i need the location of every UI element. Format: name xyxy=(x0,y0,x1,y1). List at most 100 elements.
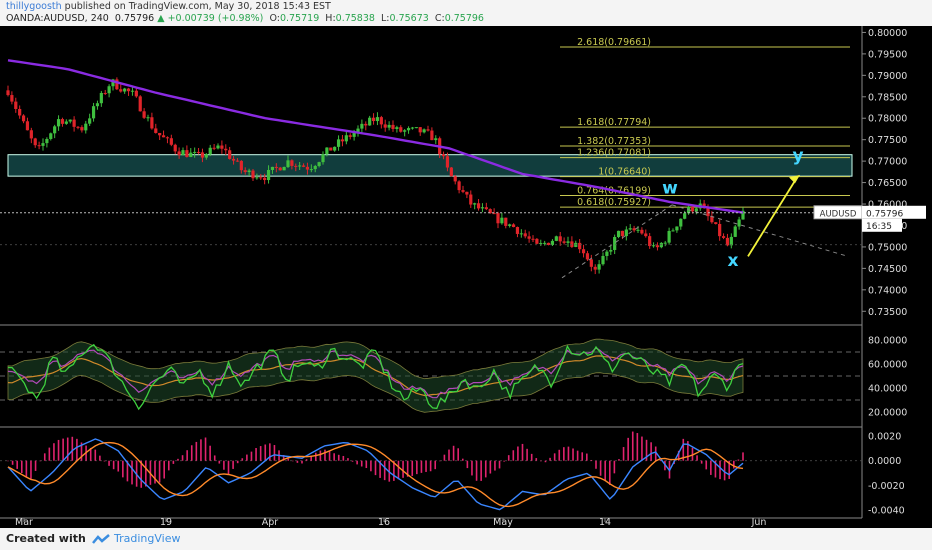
macd-hist-bar-23 xyxy=(112,460,115,470)
trendline-lower xyxy=(561,204,673,279)
macd-hist-bar-70 xyxy=(328,451,331,461)
macd-hist-bar-100 xyxy=(466,460,469,469)
macd-hist-bar-51 xyxy=(241,458,244,461)
price-tick-label-7: 0.76500 xyxy=(868,178,907,189)
macd-histogram xyxy=(7,431,744,488)
candle-body-182 xyxy=(714,222,718,224)
candle-body-116 xyxy=(457,181,461,191)
candle-body-129 xyxy=(508,224,512,226)
osc-purple-line xyxy=(7,347,744,399)
macd-hist-bar-125 xyxy=(581,452,584,461)
price-tick-label-4: 0.78000 xyxy=(868,114,907,125)
price-tick-label-13: 0.73500 xyxy=(868,307,907,318)
countdown-label: 16:35 xyxy=(866,222,892,232)
macd-hist-bar-88 xyxy=(411,460,414,476)
price-tick-label-10: 0.75000 xyxy=(868,242,907,253)
macd-hist-bar-64 xyxy=(301,460,303,464)
candle-body-161 xyxy=(632,228,636,231)
candle-body-66 xyxy=(263,177,267,181)
candle-body-4 xyxy=(21,115,26,122)
candle-body-34 xyxy=(138,96,142,112)
macd-hist-bar-45 xyxy=(213,455,216,461)
candle-body-149 xyxy=(585,253,590,260)
candle-body-64 xyxy=(255,177,259,179)
candle-body-120 xyxy=(473,203,477,205)
candle-body-176 xyxy=(690,206,695,212)
macd-hist-bar-133 xyxy=(618,459,620,461)
author-link[interactable]: thillygoosth xyxy=(6,1,62,12)
macd-hist-bar-71 xyxy=(333,453,335,461)
candle-body-186 xyxy=(729,236,733,246)
candle-body-142 xyxy=(558,236,562,242)
candle-body-118 xyxy=(465,191,469,195)
macd-hist-bar-82 xyxy=(383,460,386,481)
candle-body-15 xyxy=(64,121,68,124)
candle-body-41 xyxy=(165,137,170,139)
macd-hist-bar-75 xyxy=(351,460,354,462)
macd-hist-bar-5 xyxy=(30,460,32,479)
candle-body-35 xyxy=(142,111,146,118)
candle-body-151 xyxy=(593,266,597,270)
candle-body-153 xyxy=(601,255,605,265)
macd-hist-bar-19 xyxy=(94,449,97,461)
chart-area[interactable]: 0.80000 0.79500 0.79000 0.78500 0.78000 0.775… xyxy=(0,26,932,528)
macd-hist-bar-42 xyxy=(200,439,202,461)
candle-body-160 xyxy=(628,228,632,230)
macd-hist-bar-129 xyxy=(599,460,602,476)
macd-hist-bar-16 xyxy=(80,442,83,461)
candle-body-172 xyxy=(675,226,679,231)
candle-body-39 xyxy=(158,132,162,136)
candle-body-127 xyxy=(500,217,504,224)
open-value: 0.75719 xyxy=(279,13,320,24)
moving-average-line xyxy=(7,59,744,214)
candlestick-series xyxy=(6,77,745,275)
candle-body-100 xyxy=(395,127,399,129)
candle-body-22 xyxy=(91,106,96,119)
price-tag-bg xyxy=(862,205,926,219)
price-tick-label-5: 0.77500 xyxy=(868,135,907,146)
price-tick-label-2: 0.79000 xyxy=(868,71,907,82)
macd-hist-bar-76 xyxy=(356,460,358,465)
candle-body-162 xyxy=(636,229,640,231)
candle-body-136 xyxy=(535,238,539,244)
candle-body-27 xyxy=(111,79,115,87)
candle-body-180 xyxy=(706,208,710,217)
candle-body-135 xyxy=(531,238,535,240)
candle-body-87 xyxy=(344,135,348,142)
macd-hist-bar-78 xyxy=(365,460,368,469)
fib-level-label-2: 1.382(0.77353) xyxy=(577,136,651,147)
candle-body-46 xyxy=(185,150,189,157)
candle-body-141 xyxy=(554,236,558,241)
price-tick-label-0: 0.80000 xyxy=(868,28,907,39)
candle-body-55 xyxy=(220,145,224,149)
trendline-upper xyxy=(671,204,849,257)
close-value: 0.75796 xyxy=(444,13,484,24)
candle-body-181 xyxy=(710,216,714,223)
candle-body-124 xyxy=(488,209,492,214)
candle-body-36 xyxy=(146,117,150,119)
candle-body-173 xyxy=(679,218,683,227)
macd-hist-bar-80 xyxy=(374,460,377,476)
macd-hist-bar-155 xyxy=(719,460,721,480)
candle-body-60 xyxy=(239,160,243,171)
tradingview-brand[interactable]: TradingView xyxy=(114,532,181,545)
candle-body-59 xyxy=(235,160,240,162)
candle-body-169 xyxy=(663,242,667,244)
macd-hist-bar-157 xyxy=(728,460,731,479)
candle-body-114 xyxy=(449,167,453,177)
macd-hist-bar-123 xyxy=(572,448,574,461)
candle-body-119 xyxy=(469,194,473,205)
up-arrow-icon: ▲ xyxy=(157,13,165,24)
macd-hist-bar-32 xyxy=(154,460,156,484)
publish-line: thillygoosth published on TradingView.co… xyxy=(6,1,331,12)
candle-body-81 xyxy=(321,154,325,163)
candle-body-24 xyxy=(99,92,103,104)
candle-body-48 xyxy=(193,151,197,153)
macd-hist-bar-107 xyxy=(498,460,501,469)
candle-body-83 xyxy=(329,147,333,151)
macd-hist-bar-36 xyxy=(172,460,175,464)
candle-body-8 xyxy=(37,145,41,147)
macd-hist-bar-137 xyxy=(636,433,639,461)
macd-hist-bar-54 xyxy=(255,448,257,461)
x-tick-label-2: Apr xyxy=(262,517,279,528)
